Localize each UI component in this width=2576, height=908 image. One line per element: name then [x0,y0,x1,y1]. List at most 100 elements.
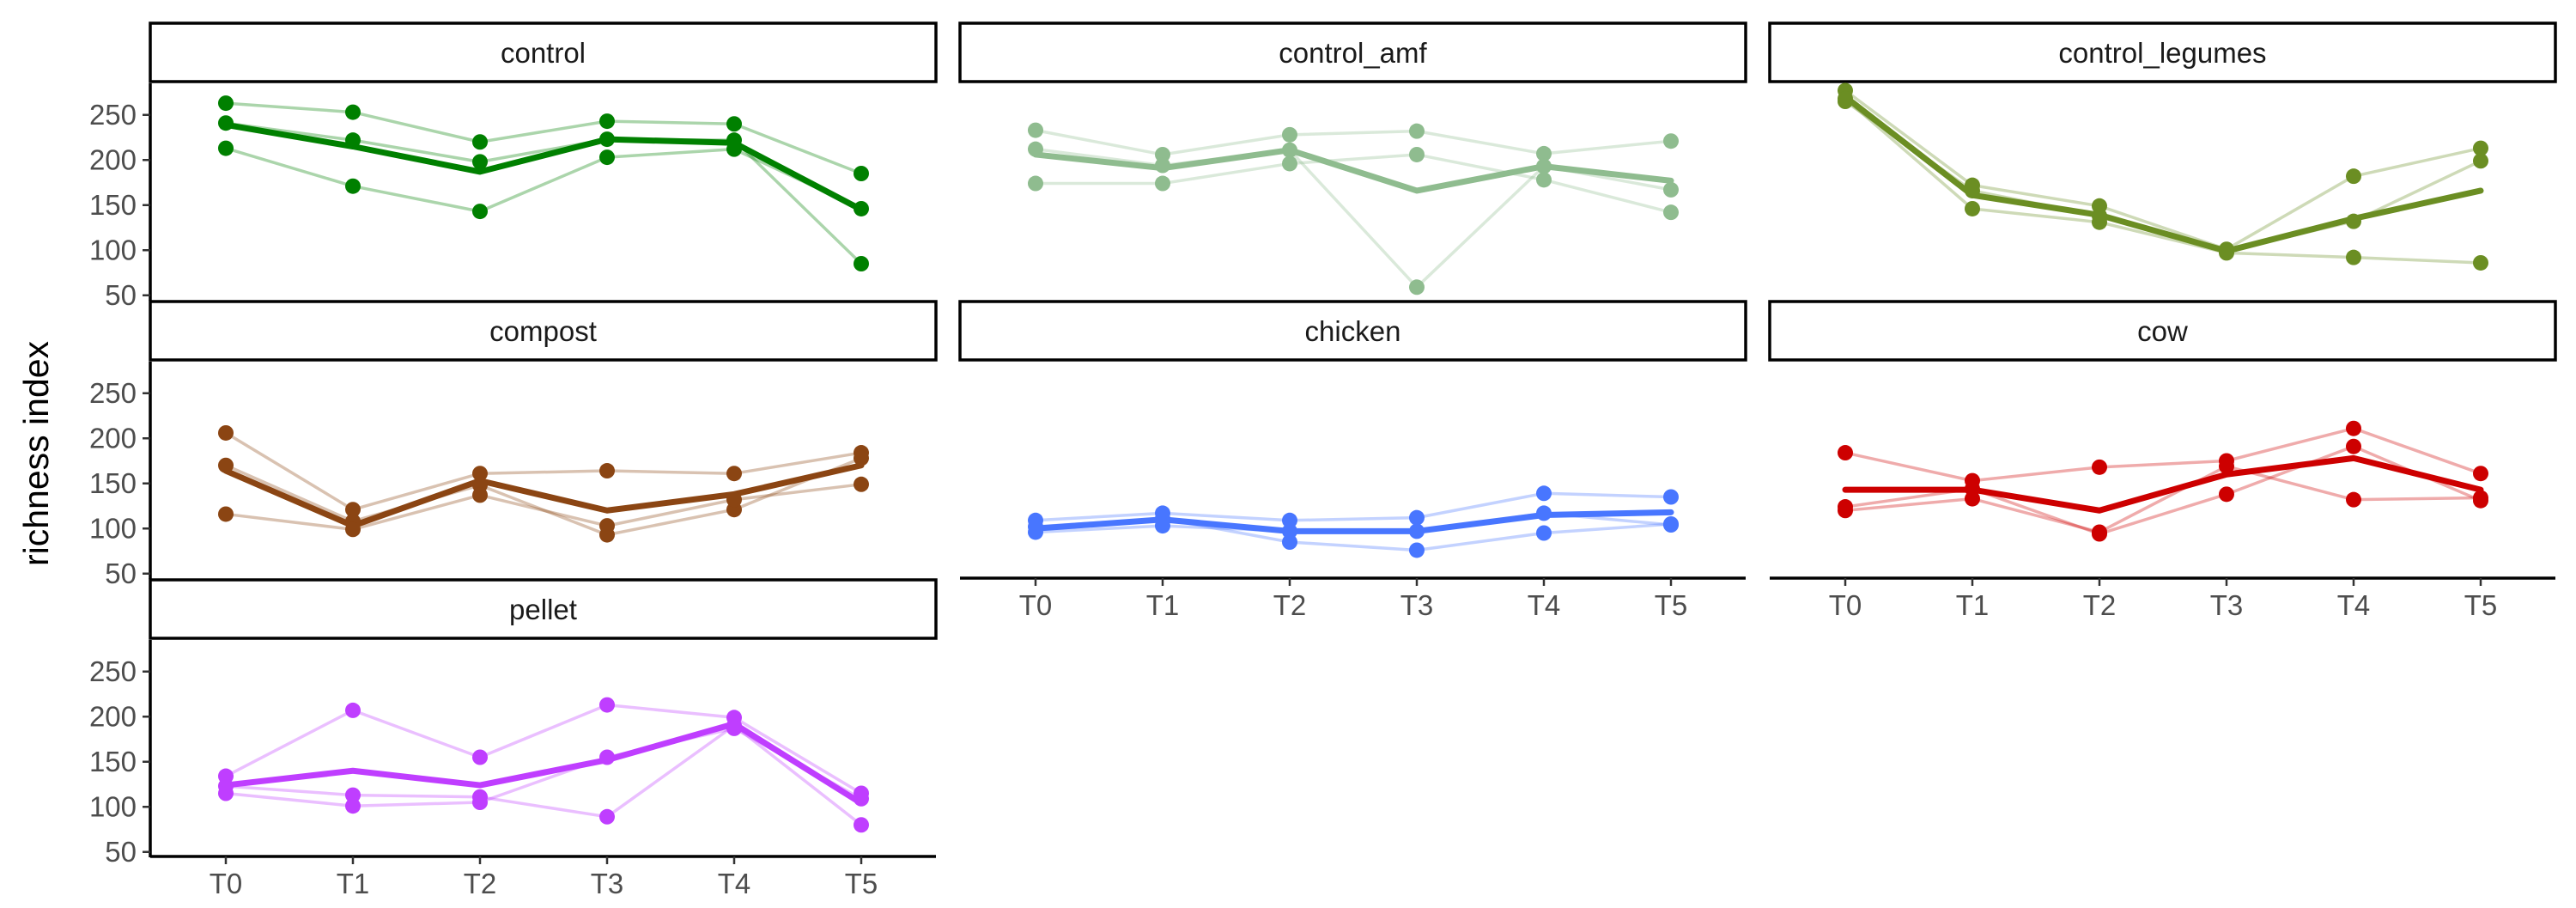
data-point-pellet [472,795,488,810]
replicate-line-compost-1 [225,431,862,511]
mean-line-cow [1842,454,2484,514]
y-tick-label: 100 [89,790,137,822]
data-point-chicken [1028,524,1043,540]
data-point-compost [218,457,234,473]
replicate-line-control-2 [225,121,863,265]
y-tick-label: 200 [89,700,137,732]
x-tick-label: T4 [2337,589,2371,621]
data-point-control_legumes [2092,208,2107,224]
data-point-compost [218,506,234,522]
y-tick-label: 150 [89,467,137,499]
x-tick-label: T1 [1146,589,1180,621]
y-tick-label: 250 [89,655,137,687]
x-tick-label: T0 [1019,589,1053,621]
data-point-control_amf [1536,172,1552,188]
data-point-pellet [854,790,869,807]
x-tick-label: T5 [1655,589,1688,621]
data-point-control_legumes [2219,243,2234,259]
replicate-line-control_amf-3 [1036,153,1672,214]
data-point-control [472,204,488,220]
data-point-chicken [1663,517,1679,533]
strip-control [149,21,938,83]
strip-label-control: control [501,37,586,69]
data-point-pellet [726,720,742,736]
data-point-control [726,116,742,132]
data-point-compost [599,463,615,479]
data-point-pellet [472,749,488,765]
x-tick-label: T0 [1829,589,1862,621]
data-point-control [345,104,361,120]
data-point-control_amf [1282,142,1297,158]
data-point-pellet [599,749,615,765]
data-point-control [854,200,869,216]
data-point-control [218,95,234,112]
y-tick-label: 200 [89,143,137,175]
x-tick-label: T5 [2464,589,2498,621]
y-axis-title: richness index [16,340,56,566]
data-point-cow [2092,524,2107,540]
data-point-control_amf [1028,141,1043,157]
data-point-control_amf [1028,175,1043,192]
strip-pellet [149,578,938,640]
data-point-chicken [1536,525,1552,541]
data-point-compost [345,521,361,538]
mean-line-pellet [222,721,865,807]
strip-cow [1768,300,2557,362]
strip-label-pellet: pellet [509,594,577,625]
strip-label-cow: cow [2137,315,2188,347]
data-point-control_amf [1409,146,1425,162]
data-point-control_amf [1409,123,1425,139]
data-point-control_amf [1663,181,1679,198]
data-point-control_legumes [2473,254,2488,271]
data-point-chicken [1536,505,1552,521]
replicate-line-control_legumes-1 [1844,88,2482,251]
data-point-control [854,256,869,271]
x-tick-label: T3 [591,868,624,899]
data-point-control_amf [1536,158,1552,174]
data-point-cow [2346,420,2361,436]
data-point-pellet [345,787,361,803]
data-point-cow [1965,491,1980,507]
data-point-compost [472,487,488,503]
data-point-control [472,134,488,150]
data-point-control_legumes [2473,153,2488,169]
data-point-control [854,166,869,181]
data-point-chicken [1282,512,1297,528]
replicate-line-compost-3 [225,483,862,532]
data-point-control [345,132,361,149]
y-tick-label: 50 [105,558,137,589]
strip-label-chicken: chicken [1305,315,1401,347]
data-point-cow [2219,486,2234,503]
data-point-control_amf [1282,155,1297,172]
data-point-cow [2346,491,2361,508]
replicate-line-control_legumes-2 [1844,97,2482,265]
data-point-pellet [345,798,361,814]
x-tick-label: T3 [2210,589,2244,621]
data-point-control [599,131,615,148]
data-point-chicken [1663,489,1679,505]
data-point-compost [599,518,615,534]
data-point-control_amf [1155,175,1170,192]
data-point-compost [218,424,234,441]
mean-line-control [222,121,865,213]
data-point-control [218,115,234,131]
replicate-line-chicken-1 [1035,491,1672,522]
panel-cow: cow T0 T1 T2 T3 T4 T5 [1768,300,2557,621]
x-tick-label: T1 [337,868,370,899]
data-point-cow [2346,438,2361,454]
y-tick-label: 250 [89,99,137,131]
data-point-control_amf [1155,146,1170,162]
y-tick-label: 250 [89,377,137,409]
data-point-control_amf [1536,145,1552,161]
data-point-cow [2473,490,2488,506]
replicate-line-control_amf-1 [1035,128,1672,156]
facet-panels: control 50 100 150 200 250 control_amf control_… [89,21,2557,899]
data-point-control_amf [1409,279,1425,296]
data-point-control [726,141,742,157]
panel-pellet: pellet 50 100 150 200 250 T0 T1 T2 T3 T4 T5 [89,578,938,899]
mean-line-compost [222,462,865,529]
data-point-cow [2473,466,2488,482]
replicate-line-control-1 [225,101,862,175]
data-point-compost [854,450,869,466]
panel-control_amf: control_amf [958,21,1747,296]
